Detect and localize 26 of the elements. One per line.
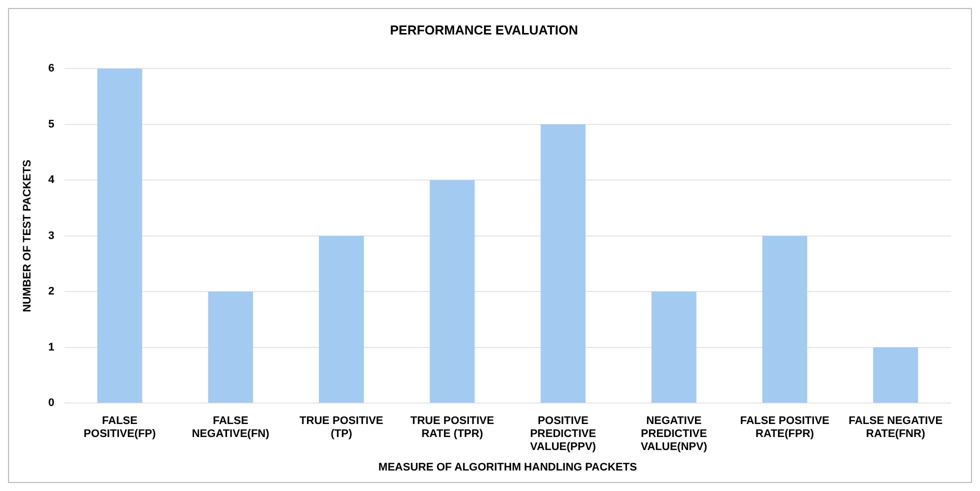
bar [762, 236, 808, 403]
bar [318, 236, 364, 403]
bar [97, 68, 142, 403]
y-tick-label: 4 [48, 174, 56, 186]
bar [873, 347, 918, 403]
bar [208, 292, 254, 403]
chart-title: PERFORMANCE EVALUATION [390, 22, 578, 38]
y-axis-title: NUMBER OF TEST PACKETS [22, 160, 34, 312]
bar [430, 180, 475, 403]
x-axis-title: MEASURE OF ALGORITHM HANDLING PACKETS [378, 461, 637, 474]
bar [540, 124, 586, 403]
bar [651, 292, 696, 403]
y-tick-label: 6 [48, 62, 54, 75]
y-tick-label: 1 [48, 341, 54, 354]
x-tick-label: FALSE NEGATIVE(FN) [192, 414, 270, 440]
y-tick-label: 5 [48, 118, 54, 130]
y-tick-label: 3 [48, 230, 54, 242]
x-tick-label: NEGATIVE PREDICTIVE VALUE(NPV) [640, 414, 708, 454]
x-tick-label: TRUE POSITIVE RATE (TPR) [410, 414, 494, 440]
x-tick-label: FALSE POSITIVE(FP) [84, 414, 156, 440]
x-tick-label: FALSE NEGATIVE RATE(FNR) [848, 414, 943, 440]
y-tick-label: 0 [48, 397, 54, 410]
x-tick-label: FALSE POSITIVE RATE(FPR) [740, 414, 830, 440]
x-tick-label: TRUE POSITIVE (TP) [300, 414, 384, 440]
x-tick-label: POSITIVE PREDICTIVE VALUE(PPV) [530, 414, 596, 454]
y-tick-label: 2 [48, 286, 54, 298]
